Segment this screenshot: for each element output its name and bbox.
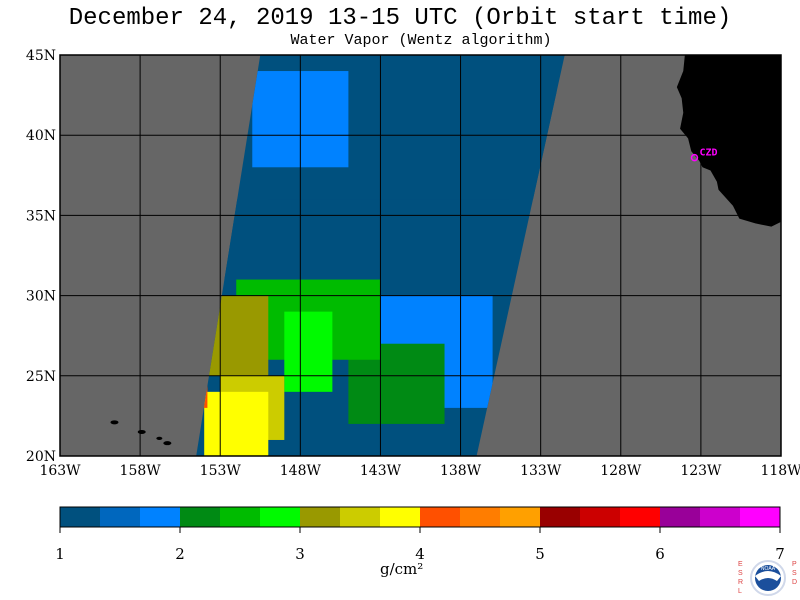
colorbar-tick-label: 7 <box>775 545 785 563</box>
x-tick-label: 148W <box>280 463 322 479</box>
y-tick-label: 30N <box>26 289 56 305</box>
station-marker: CZD <box>690 148 718 162</box>
colorbar-tick-label: 4 <box>415 545 425 563</box>
esrl-letter-1: E <box>738 561 743 568</box>
colorbar-cell <box>420 507 461 527</box>
y-tick-label: 20N <box>26 449 56 465</box>
x-tick-label: 158W <box>120 463 162 479</box>
esrl-letter-2: S <box>738 570 743 577</box>
california-land <box>676 55 781 227</box>
y-tick-label: 25N <box>26 369 56 385</box>
colorbar-tick-label: 6 <box>655 545 665 563</box>
psd-letter-2: S <box>792 570 797 577</box>
esrl-letter-4: L <box>738 588 742 595</box>
y-tick-label: 40N <box>26 128 56 144</box>
y-axis-ticks: 20N 25N 30N 35N 40N 45N <box>26 48 56 465</box>
colorbar-cell <box>540 507 581 527</box>
station-dot <box>690 153 699 162</box>
y-tick-label: 45N <box>26 48 56 64</box>
noaa-seal-text: NOAA <box>761 566 776 572</box>
x-tick-label: 153W <box>200 463 242 479</box>
colorbar-cells <box>60 507 781 527</box>
x-axis-ticks: 163W 158W 153W 148W 143W 138W 133W 128W 123W 118W <box>39 463 800 479</box>
x-tick-label: 118W <box>760 463 800 479</box>
x-tick-label: 133W <box>520 463 562 479</box>
x-tick-label: 143W <box>360 463 402 479</box>
x-tick-label: 138W <box>440 463 482 479</box>
colorbar-cell <box>740 507 781 527</box>
chart-subtitle: Water Vapor (Wentz algorithm) <box>290 32 552 49</box>
colorbar-tick-label: 5 <box>535 545 545 563</box>
colorbar-cell <box>260 507 301 527</box>
water-vapor-region <box>284 311 333 392</box>
colorbar-cell <box>140 507 181 527</box>
colorbar-tick-label: 2 <box>175 545 185 563</box>
colorbar-tick-label: 3 <box>295 545 305 563</box>
chart-title: December 24, 2019 13-15 UTC (Orbit start… <box>68 5 732 32</box>
colorbar-cell <box>100 507 141 527</box>
hawaiian-island <box>163 441 172 446</box>
hawaiian-island <box>156 436 163 440</box>
y-tick-label: 35N <box>26 208 56 224</box>
x-tick-label: 128W <box>600 463 642 479</box>
colorbar-cell <box>340 507 381 527</box>
colorbar-cell <box>460 507 501 527</box>
colorbar-cell <box>300 507 341 527</box>
colorbar-unit-label: g/cm² <box>380 560 424 578</box>
colorbar-cell <box>580 507 621 527</box>
colorbar-cell <box>180 507 221 527</box>
x-tick-label: 123W <box>680 463 722 479</box>
esrl-letter-3: R <box>738 579 743 586</box>
water-vapor-region <box>204 391 269 456</box>
plot-frame <box>59 54 782 457</box>
x-tick-label: 163W <box>39 463 81 479</box>
colorbar-cell <box>620 507 661 527</box>
noaa-logo: E S R L NOAA P S D <box>738 560 797 596</box>
graticule <box>60 55 781 456</box>
psd-letter-1: P <box>792 561 797 568</box>
colorbar-cell <box>380 507 421 527</box>
colorbar-cell <box>220 507 261 527</box>
psd-letter-3: D <box>792 579 797 586</box>
colorbar-ticks: 1 2 3 4 5 6 7 <box>55 527 785 563</box>
colorbar-cell <box>500 507 541 527</box>
station-label: CZD <box>699 148 717 159</box>
colorbar-cell <box>660 507 701 527</box>
noaa-bird-icon <box>755 571 781 581</box>
hawaiian-island <box>110 420 119 425</box>
colorbar-tick-label: 1 <box>55 545 65 563</box>
colorbar-cell <box>60 507 101 527</box>
colorbar-cell <box>700 507 741 527</box>
